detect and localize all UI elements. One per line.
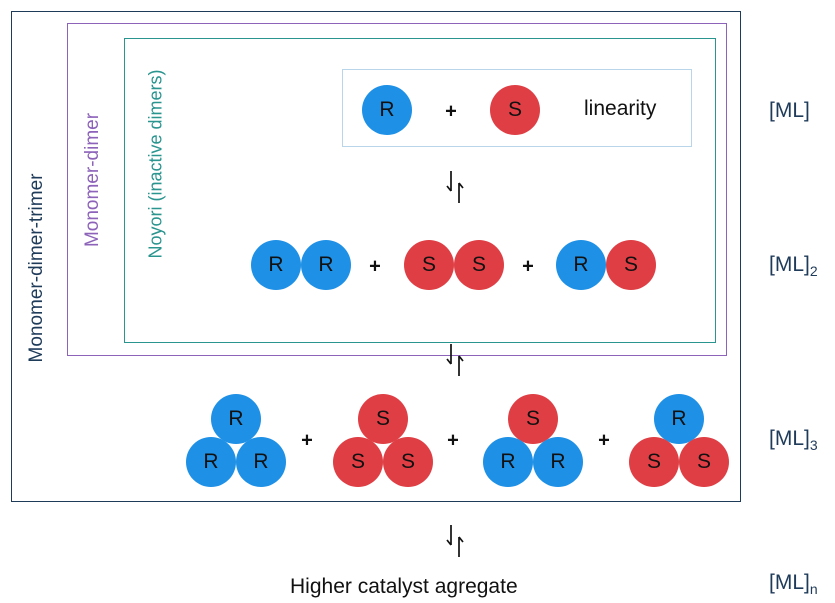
trimer-rss-top: R	[654, 394, 704, 444]
plus-sign: +	[522, 255, 534, 278]
higher-aggregate-label: Higher catalyst agregate	[290, 575, 518, 598]
species-monomer: [ML]	[769, 99, 810, 122]
dimer-ss-1: S	[404, 240, 454, 290]
trimer-rss-left: S	[629, 437, 679, 487]
trimer-sss-top: S	[358, 394, 408, 444]
monomer-dimer-trimer-box	[11, 11, 741, 502]
noyori-box	[124, 38, 716, 343]
noyori-label: Noyori (inactive dimers)	[145, 69, 166, 259]
trimer-sss-right: S	[383, 437, 433, 487]
species-higher: [ML]n	[769, 571, 818, 597]
dimer-rs-1: R	[556, 240, 606, 290]
trimer-srr-right: R	[533, 437, 583, 487]
plus-sign: +	[301, 429, 313, 452]
monomer-dimer-box	[67, 23, 727, 356]
plus-sign: +	[369, 255, 381, 278]
dimer-rr-1: R	[251, 240, 301, 290]
plus-sign: +	[447, 429, 459, 452]
trimer-sss-left: S	[333, 437, 383, 487]
plus-sign: +	[445, 100, 457, 123]
species-dimer: [ML]2	[769, 253, 818, 279]
species-trimer: [ML]3	[769, 427, 818, 453]
plus-sign: +	[598, 429, 610, 452]
dimer-rr-2: R	[301, 240, 351, 290]
dimer-ss-2: S	[454, 240, 504, 290]
linearity-label: linearity	[584, 97, 657, 120]
trimer-rss-right: S	[679, 437, 729, 487]
monomer-dimer-trimer-label: Monomer-dimer-trimer	[26, 173, 47, 363]
trimer-rrr-right: R	[236, 437, 286, 487]
dimer-rs-2: S	[606, 240, 656, 290]
monomer-s: S	[490, 85, 540, 135]
monomer-dimer-label: Monomer-dimer	[82, 112, 103, 248]
equilibrium-arrows-icon	[446, 171, 464, 203]
trimer-rrr-top: R	[211, 394, 261, 444]
trimer-srr-left: R	[483, 437, 533, 487]
trimer-srr-top: S	[508, 394, 558, 444]
monomer-r: R	[362, 85, 412, 135]
monomer-box	[342, 69, 692, 147]
equilibrium-arrows-icon	[446, 525, 464, 557]
trimer-rrr-left: R	[186, 437, 236, 487]
equilibrium-arrows-icon	[446, 344, 464, 376]
